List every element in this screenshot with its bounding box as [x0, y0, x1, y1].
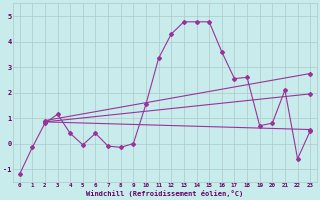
X-axis label: Windchill (Refroidissement éolien,°C): Windchill (Refroidissement éolien,°C) [86, 190, 244, 197]
